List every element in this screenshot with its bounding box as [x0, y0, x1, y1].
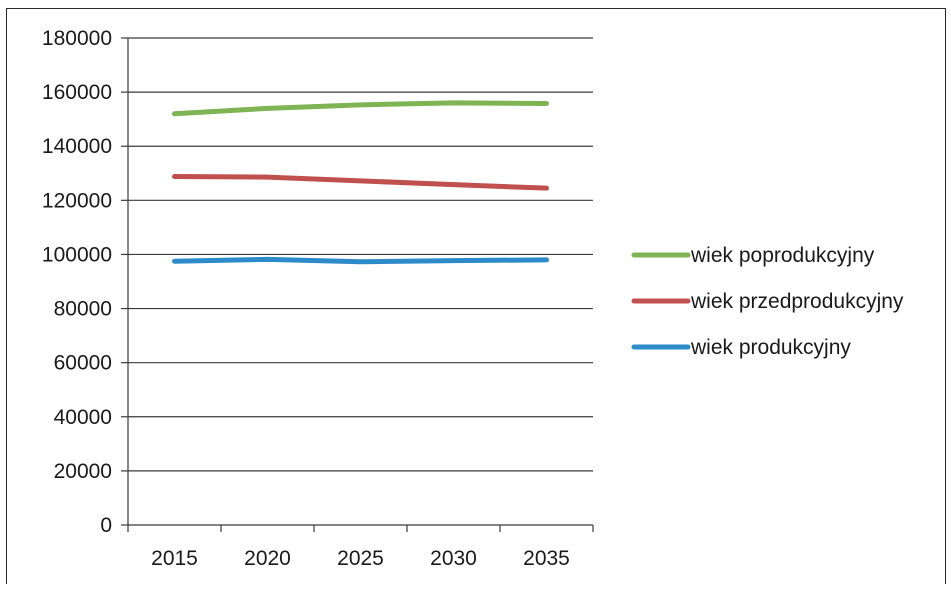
- x-tick-label: 2015: [151, 547, 198, 570]
- grid-layer: [128, 37, 593, 472]
- y-tick-label: 60000: [54, 352, 112, 375]
- x-tick-label: 2035: [523, 547, 570, 570]
- y-tick-label: 180000: [42, 27, 112, 50]
- y-tick-label: 120000: [42, 189, 112, 212]
- legend-label: wiek poprodukcyjny: [690, 244, 875, 267]
- x-tick-label: 2020: [244, 547, 291, 570]
- y-tick-label: 100000: [42, 243, 112, 266]
- legend-label: wiek produkcyjny: [690, 336, 851, 359]
- y-tick-label: 0: [100, 514, 112, 537]
- y-tick-label: 140000: [42, 135, 112, 158]
- x-tick-label: 2030: [430, 547, 477, 570]
- y-tick-label: 20000: [54, 460, 112, 483]
- y-tick-label: 40000: [54, 406, 112, 429]
- axis-layer: 0 20000 40000 60000 80000 100000 120000 140000 1…: [42, 27, 594, 570]
- legend: wiek poprodukcyjny wiek przedprodukcyjny w…: [631, 244, 904, 359]
- series-layer: [172, 100, 549, 265]
- y-tick-label: 80000: [54, 298, 112, 321]
- y-tick-label: 160000: [42, 81, 112, 104]
- series-line-0: [172, 100, 549, 117]
- series-line-2: [172, 256, 549, 265]
- series-line-1: [172, 174, 549, 191]
- x-tick-label: 2025: [337, 547, 384, 570]
- legend-label: wiek przedprodukcyjny: [690, 290, 904, 313]
- chart-frame: [6, 8, 946, 584]
